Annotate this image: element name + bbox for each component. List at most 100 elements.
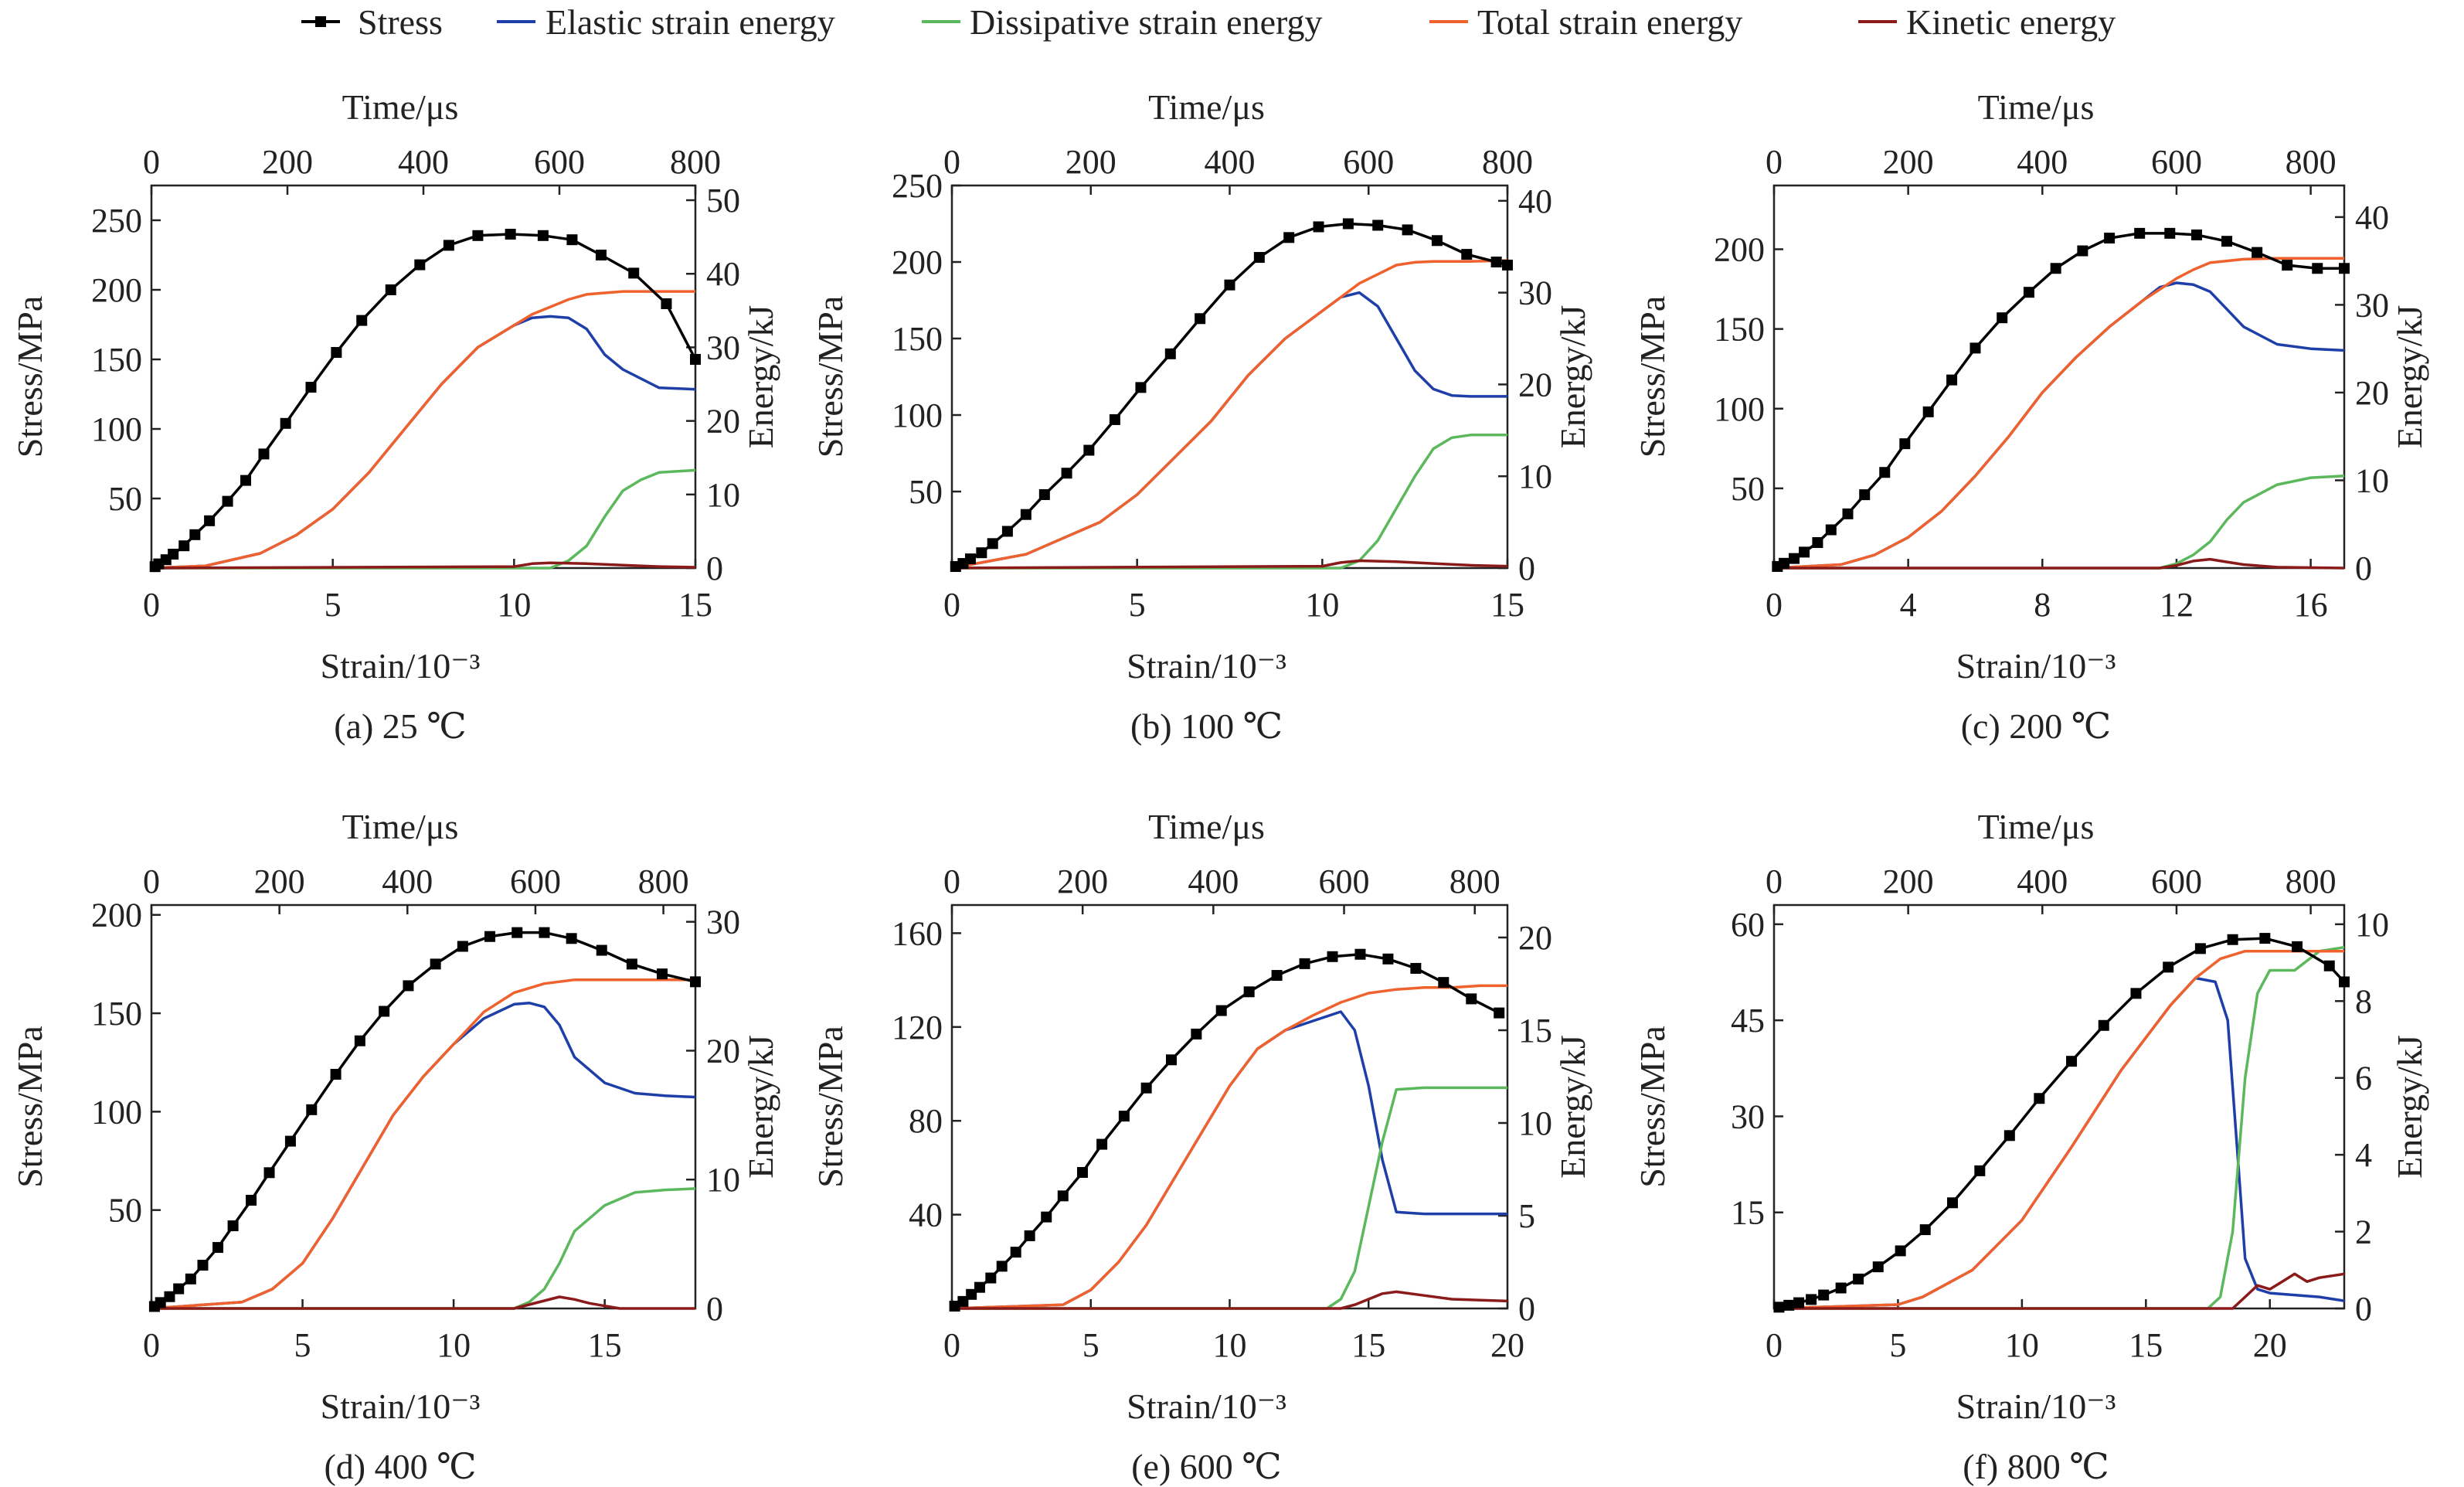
y2-tick-label: 2 bbox=[2355, 1213, 2372, 1251]
top-x-tick-label: 200 bbox=[1065, 143, 1116, 181]
top-x-tick-label: 600 bbox=[1319, 863, 1370, 900]
y2-tick-label: 50 bbox=[706, 182, 740, 219]
y-tick-label: 100 bbox=[892, 396, 943, 434]
stress-marker bbox=[1825, 524, 1837, 536]
top-x-tick-label: 400 bbox=[382, 863, 433, 900]
stress-marker bbox=[595, 250, 607, 260]
x-tick-label: 12 bbox=[2160, 586, 2194, 624]
x-tick-label: 10 bbox=[1213, 1326, 1247, 1364]
stress-marker bbox=[1327, 951, 1338, 962]
stress-marker bbox=[403, 980, 414, 992]
top-x-tick-label: 800 bbox=[670, 143, 721, 181]
top-x-tick-label: 800 bbox=[1482, 143, 1533, 181]
y-tick-label: 150 bbox=[91, 341, 142, 379]
y-tick-label: 50 bbox=[108, 1192, 142, 1230]
stress-marker bbox=[1001, 526, 1013, 537]
stress-marker bbox=[2164, 227, 2176, 239]
plot-frame bbox=[150, 903, 697, 1310]
x-tick-label: 15 bbox=[1490, 586, 1524, 624]
stress-marker bbox=[168, 549, 179, 560]
stress-marker bbox=[212, 1242, 224, 1254]
x-tick-label: 0 bbox=[943, 586, 960, 624]
chart-panel: 0 5 10 15 200 200 400 600 800153045600246810Stra… bbox=[1633, 807, 2429, 1486]
y2-tick-label: 20 bbox=[1518, 919, 1552, 957]
plot-frame bbox=[1772, 903, 2346, 1310]
kinetic-energy-line bbox=[1774, 1272, 2345, 1310]
dissipative-strain-energy-line bbox=[151, 468, 696, 570]
stress-marker bbox=[2034, 1093, 2045, 1104]
stress-marker bbox=[1789, 553, 1800, 564]
stress-line bbox=[154, 233, 697, 568]
y2-tick-label: 0 bbox=[706, 1290, 723, 1328]
stress-marker bbox=[957, 1295, 969, 1307]
x-axis-label: Strain/10⁻³ bbox=[1956, 646, 2116, 686]
stress-marker bbox=[1140, 1082, 1152, 1094]
stress-marker bbox=[1164, 348, 1176, 359]
y2-tick-label: 6 bbox=[2355, 1060, 2372, 1097]
panel-caption: (d) 400 ℃ bbox=[324, 1447, 476, 1486]
x-tick-label: 5 bbox=[1082, 1326, 1099, 1364]
stress-marker bbox=[240, 475, 252, 486]
stress-line bbox=[1776, 232, 2344, 568]
stress-marker bbox=[2227, 934, 2238, 945]
x-tick-label: 5 bbox=[294, 1326, 311, 1364]
stress-marker bbox=[1494, 1007, 1505, 1019]
top-x-axis-label: Time/μs bbox=[342, 807, 459, 846]
stress-marker bbox=[1919, 1224, 1931, 1236]
chart-panel: 0 4 8 12 16 0 200 400 600 800 50 100 150 200 0 10 20 30 40… bbox=[1633, 87, 2429, 746]
y2-tick-label: 10 bbox=[1518, 458, 1552, 495]
total-strain-energy-line bbox=[1773, 949, 2344, 1310]
x-tick-label: 0 bbox=[143, 586, 160, 624]
stress-marker bbox=[626, 958, 637, 970]
stress-marker bbox=[1818, 1289, 1830, 1301]
stress-marker bbox=[356, 315, 368, 326]
y-tick-label: 250 bbox=[91, 202, 142, 240]
stress-marker bbox=[284, 1135, 296, 1147]
top-x-tick-label: 200 bbox=[1883, 863, 1934, 900]
total-strain-energy-line bbox=[951, 259, 1508, 570]
stress-marker bbox=[1354, 948, 1366, 960]
y2-tick-label: 0 bbox=[2355, 1290, 2372, 1328]
y-tick-label: 150 bbox=[892, 320, 943, 358]
stress-marker bbox=[1853, 1273, 1864, 1285]
stress-marker bbox=[2050, 263, 2061, 274]
stress-marker bbox=[1191, 1028, 1202, 1040]
y2-axis-label: Energy/kJ bbox=[741, 1035, 780, 1179]
stress-marker bbox=[385, 284, 396, 295]
stress-marker bbox=[1166, 1054, 1178, 1066]
kinetic-energy-line bbox=[952, 1290, 1508, 1310]
stress-marker bbox=[2077, 245, 2088, 257]
x-tick-label: 15 bbox=[2129, 1326, 2163, 1364]
stress-marker bbox=[1879, 467, 1891, 478]
legend: Stress Elastic strain energy Dissipative s… bbox=[301, 2, 2116, 42]
elastic-strain-energy-line bbox=[1773, 281, 2345, 570]
stress-marker bbox=[2134, 227, 2146, 239]
stress-marker bbox=[354, 1035, 365, 1046]
y2-tick-label: 30 bbox=[2355, 286, 2389, 324]
stress-marker bbox=[2323, 960, 2335, 971]
stress-marker bbox=[280, 417, 291, 429]
top-x-tick-label: 0 bbox=[1766, 863, 1783, 900]
top-x-tick-label: 400 bbox=[1188, 863, 1239, 900]
stress-marker bbox=[1410, 962, 1422, 974]
stress-marker bbox=[1372, 219, 1384, 231]
stress-marker bbox=[472, 230, 484, 241]
stress-marker bbox=[2292, 941, 2303, 952]
top-x-tick-label: 0 bbox=[943, 863, 960, 900]
total-strain-energy-line bbox=[1773, 257, 2344, 570]
x-tick-label: 10 bbox=[497, 586, 531, 624]
stress-line bbox=[953, 952, 1500, 1308]
stress-marker bbox=[2312, 263, 2323, 274]
top-x-tick-label: 800 bbox=[2286, 143, 2337, 181]
stress-marker bbox=[966, 1288, 977, 1300]
y-tick-label: 100 bbox=[91, 410, 142, 448]
y2-axis-label: Energy/kJ bbox=[2390, 305, 2429, 449]
stress-marker bbox=[1271, 970, 1283, 982]
chart-panels: 0 5 10 150 200 400 600 800501001502002500102030… bbox=[10, 87, 2429, 1486]
kinetic-energy-line bbox=[951, 559, 1508, 570]
stress-marker bbox=[1195, 313, 1206, 325]
panel-caption: (a) 25 ℃ bbox=[334, 706, 467, 746]
stress-marker bbox=[330, 1068, 342, 1080]
stress-marker bbox=[566, 234, 578, 246]
stress-marker bbox=[1812, 537, 1823, 548]
